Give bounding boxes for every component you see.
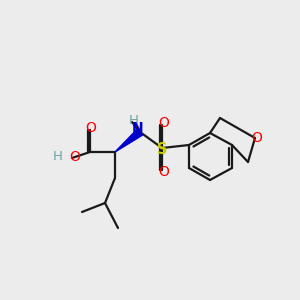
Text: O: O	[85, 121, 96, 135]
Text: O: O	[159, 116, 170, 130]
Polygon shape	[115, 129, 142, 152]
Text: N: N	[132, 121, 144, 135]
Text: H: H	[53, 149, 63, 163]
Text: S: S	[157, 142, 167, 157]
Text: H: H	[129, 113, 139, 127]
Text: O: O	[159, 165, 170, 179]
Text: O: O	[252, 131, 262, 145]
Text: O: O	[70, 150, 80, 164]
